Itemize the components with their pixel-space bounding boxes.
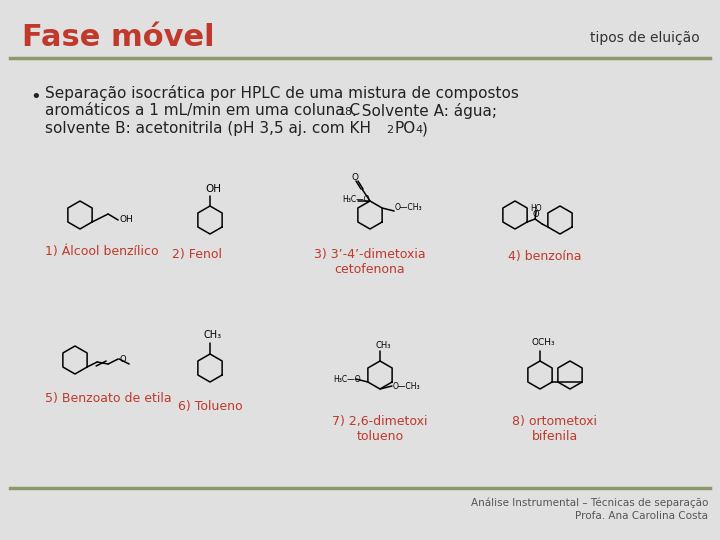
Text: CH₃: CH₃	[203, 330, 221, 340]
Text: tipos de eluição: tipos de eluição	[590, 31, 700, 45]
Text: 4) benzoína: 4) benzoína	[508, 250, 582, 263]
Text: OH: OH	[205, 184, 221, 194]
Text: 4: 4	[415, 125, 422, 135]
Text: O: O	[352, 173, 359, 182]
Text: PO: PO	[394, 121, 415, 136]
Text: . Solvente A: água;: . Solvente A: água;	[352, 103, 497, 119]
Text: Separação isocrática por HPLC de uma mistura de compostos: Separação isocrática por HPLC de uma mis…	[45, 85, 519, 101]
Text: O—CH₃: O—CH₃	[395, 204, 423, 213]
Text: Análise Instrumental – Técnicas de separação: Análise Instrumental – Técnicas de separ…	[471, 498, 708, 509]
Text: aromáticos a 1 mL/min em uma coluna C: aromáticos a 1 mL/min em uma coluna C	[45, 103, 360, 118]
Text: O: O	[532, 210, 539, 219]
Text: ): )	[422, 121, 428, 136]
Text: 5) Benzoato de etila: 5) Benzoato de etila	[45, 392, 171, 405]
Text: 8) ortometoxi
bifenila: 8) ortometoxi bifenila	[513, 415, 598, 443]
Text: 3) 3’-4’-dimetoxia
cetofenona: 3) 3’-4’-dimetoxia cetofenona	[314, 248, 426, 276]
Text: H₃C—O: H₃C—O	[342, 194, 369, 204]
Text: OCH₃: OCH₃	[532, 338, 556, 347]
Text: O—CH₃: O—CH₃	[393, 382, 420, 391]
Text: Fase móvel: Fase móvel	[22, 24, 215, 52]
Text: 1) Álcool benzílico: 1) Álcool benzílico	[45, 245, 158, 258]
Text: solvente B: acetonitrila (pH 3,5 aj. com KH: solvente B: acetonitrila (pH 3,5 aj. com…	[45, 121, 371, 136]
Text: CH₃: CH₃	[375, 341, 390, 350]
Text: H₃C—O: H₃C—O	[333, 375, 361, 384]
Text: 6) Tolueno: 6) Tolueno	[178, 400, 243, 413]
Text: 18: 18	[339, 107, 353, 117]
Text: O: O	[119, 355, 126, 364]
Text: 2: 2	[386, 125, 393, 135]
Text: Profa. Ana Carolina Costa: Profa. Ana Carolina Costa	[575, 511, 708, 521]
Text: 7) 2,6-dimetoxi
tolueno: 7) 2,6-dimetoxi tolueno	[332, 415, 428, 443]
Text: HO: HO	[530, 204, 541, 213]
Text: 2) Fenol: 2) Fenol	[172, 248, 222, 261]
Text: OH: OH	[119, 215, 133, 225]
Text: •: •	[30, 88, 41, 106]
